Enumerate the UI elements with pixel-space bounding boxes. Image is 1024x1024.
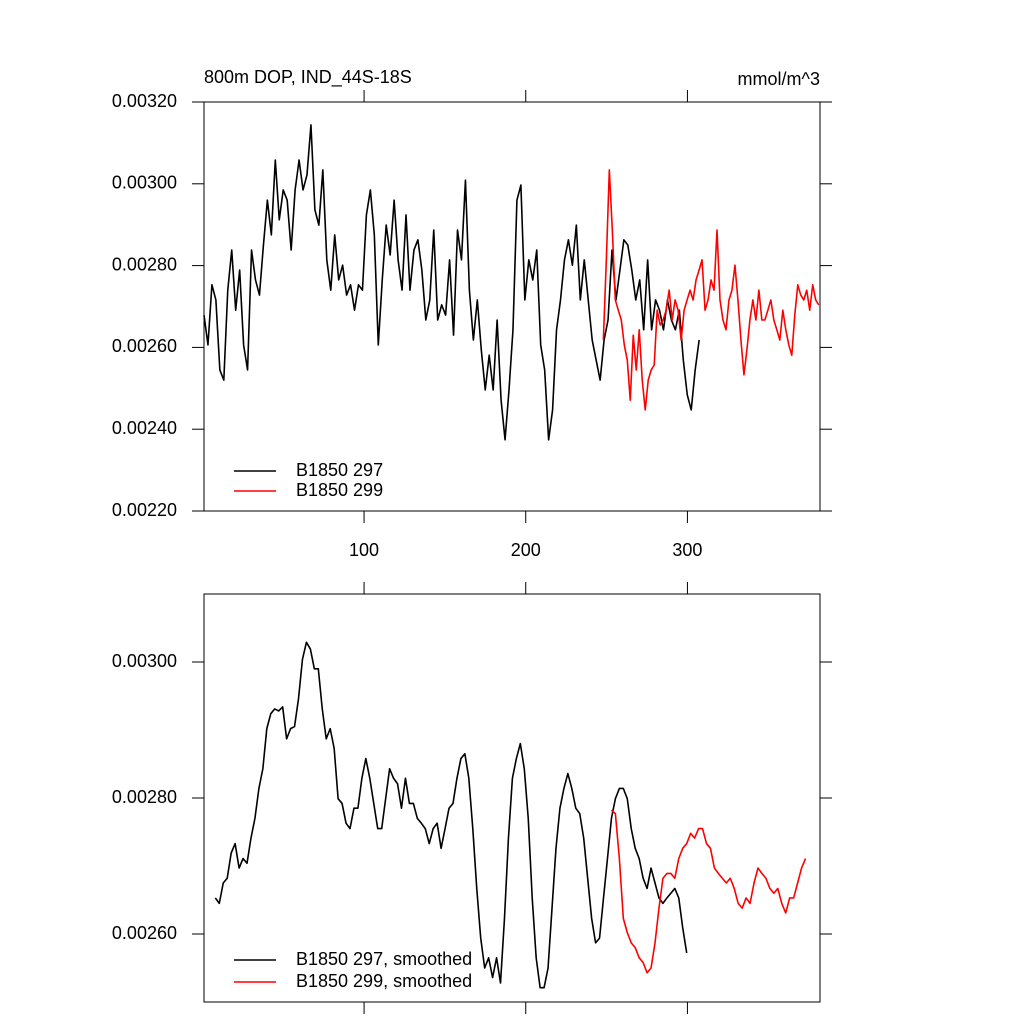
legend-label: B1850 297 xyxy=(296,460,383,480)
y-tick-label: 0.00320 xyxy=(112,91,177,111)
legend-label: B1850 299 xyxy=(296,480,383,500)
plot-frame xyxy=(203,101,821,512)
x-tick-label: 200 xyxy=(511,540,541,560)
y-tick-label: 0.00300 xyxy=(112,651,177,671)
series-line xyxy=(214,641,688,989)
y-tick-label: 0.00280 xyxy=(112,787,177,807)
legend-label: B1850 299, smoothed xyxy=(296,971,472,991)
legend-label: B1850 297, smoothed xyxy=(296,949,472,969)
plot-frame xyxy=(203,593,821,1003)
y-tick-label: 0.00240 xyxy=(112,418,177,438)
y-tick-label: 0.00260 xyxy=(112,336,177,356)
series-line xyxy=(602,169,820,411)
units-label: mmol/m^3 xyxy=(738,69,820,89)
x-tick-label: 300 xyxy=(672,540,702,560)
y-tick-label: 0.00280 xyxy=(112,254,177,274)
series-line xyxy=(203,124,700,441)
y-tick-label: 0.00220 xyxy=(112,500,177,520)
y-tick-label: 0.00300 xyxy=(112,173,177,193)
y-tick-label: 0.00260 xyxy=(112,923,177,943)
x-tick-label: 100 xyxy=(349,540,379,560)
chart-title: 800m DOP, IND_44S-18S xyxy=(204,67,412,88)
series-line xyxy=(610,809,807,974)
